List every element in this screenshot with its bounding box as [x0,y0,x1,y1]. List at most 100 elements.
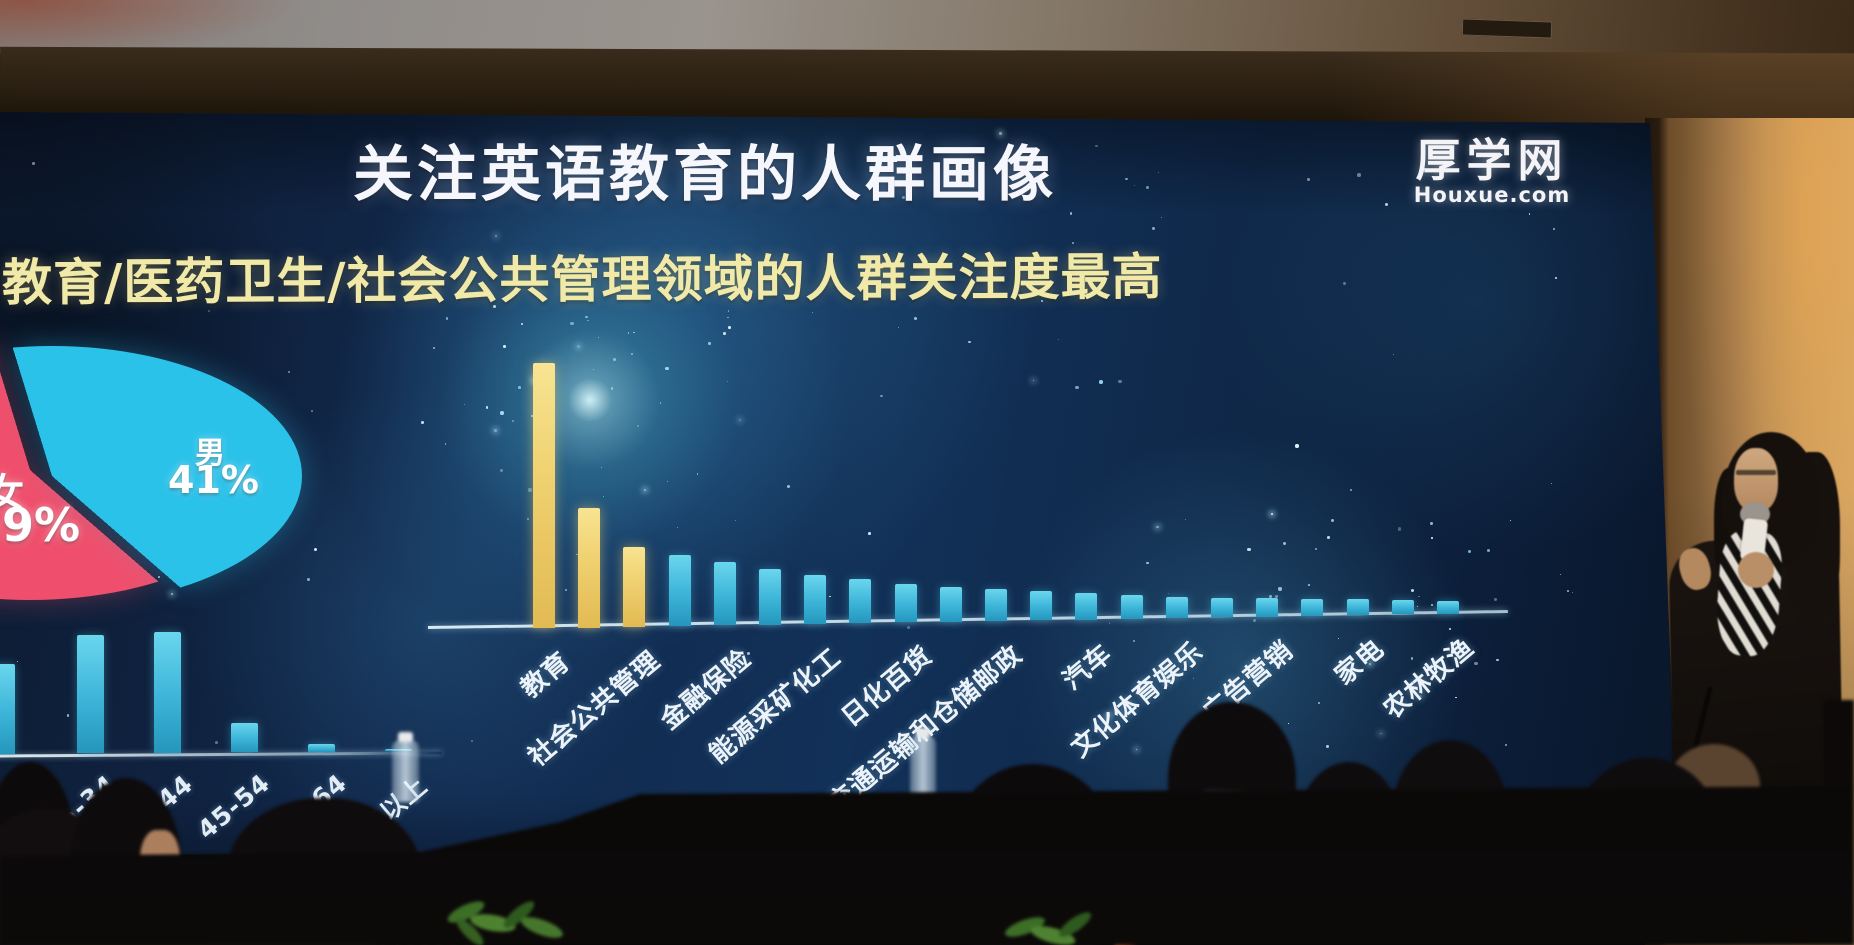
star-dot [628,332,630,334]
star-dot [587,319,589,322]
star-dot [445,443,447,445]
star-dot [1058,338,1060,340]
industry-bar [713,561,736,626]
star-dot [1133,185,1135,187]
star-dot [613,358,616,361]
star-dot [565,589,568,592]
bottle-cap [916,728,930,738]
star-dot [633,332,635,334]
star-dot [666,480,669,483]
star-dot [17,661,19,663]
star-dot [907,626,911,630]
star-dot [1278,587,1282,591]
industry-bar [1437,600,1459,614]
age-bar [231,723,258,753]
industry-bar [849,579,872,624]
star-dot [696,473,699,475]
star-dot [1307,177,1311,181]
star-dot [723,332,726,336]
star-dot [1398,527,1402,531]
star-dot [1410,588,1414,593]
bottle-cap [398,732,413,742]
star-dot [1167,592,1170,595]
star-dot [1474,661,1478,666]
star-dot [1392,353,1394,355]
star-dot [676,527,678,528]
star-dot [518,386,522,390]
star-dot [1468,549,1472,553]
logo-text-en: Houxue.com [1413,183,1571,207]
star-dot [214,741,218,744]
industry-bar [1301,598,1324,616]
pie-label-female-pct: 59% [0,498,81,552]
star-dot [1160,216,1162,218]
star-dot [528,488,532,492]
industry-bar [759,568,781,625]
age-bar [154,631,181,753]
star-dot [1283,542,1287,546]
star-dot [1247,547,1251,551]
industry-bar [1120,594,1143,619]
star-dot [306,578,311,582]
star-dot [1529,213,1531,215]
star-dot [494,235,497,238]
star-dot [1132,640,1136,643]
star-dot [503,344,507,348]
star-dot [1448,628,1451,631]
star-dot [1410,657,1414,660]
star-dot [728,326,732,330]
industry-bar [623,547,646,627]
industry-bar [939,587,962,622]
industry-bar [533,363,555,629]
star-dot [577,345,580,348]
star-dot [420,420,424,424]
star-dot [1494,598,1498,601]
star-dot [1326,535,1330,539]
age-bar [0,664,15,754]
age-bar [308,744,335,752]
star-dot [601,467,603,468]
star-dot [1331,518,1335,522]
star-dot [665,366,669,370]
star-dot [1108,622,1110,625]
star-dot [1307,583,1311,587]
star-dot [1314,548,1317,551]
star-dot [511,419,514,422]
star-dot [592,368,595,370]
industry-bar [804,574,827,624]
star-dot [867,532,871,535]
star-dot [727,316,729,319]
star-dot [897,326,900,329]
star-dot [500,468,504,472]
star-dot [643,488,647,492]
star-dot [1431,604,1433,606]
star-dot [314,547,318,552]
star-dot [812,311,814,313]
star-dot [1155,525,1159,529]
star-dot [913,317,917,321]
star-dot [67,714,70,717]
glasses-icon [1736,470,1776,475]
star-dot [631,353,633,355]
star-dot [1192,677,1194,679]
star-dot [735,519,736,521]
star-dot [1552,227,1556,231]
presenter-hand [1738,552,1774,588]
industry-bar [1346,599,1369,616]
star-dot [968,341,971,344]
star-dot [1146,561,1149,564]
industry-bar [1256,598,1279,617]
age-bar [77,634,104,754]
star-dot [1550,482,1552,484]
star-dot [521,323,523,325]
star-dot [1337,637,1340,639]
star-dot [659,402,662,404]
star-dot [1295,444,1299,448]
star-dot [1151,227,1155,231]
star-dot [1560,573,1562,575]
star-dot [1496,659,1499,662]
water-bottle [392,740,419,802]
star-dot [463,404,465,406]
star-dot [1118,380,1122,384]
star-dot [1487,549,1490,553]
